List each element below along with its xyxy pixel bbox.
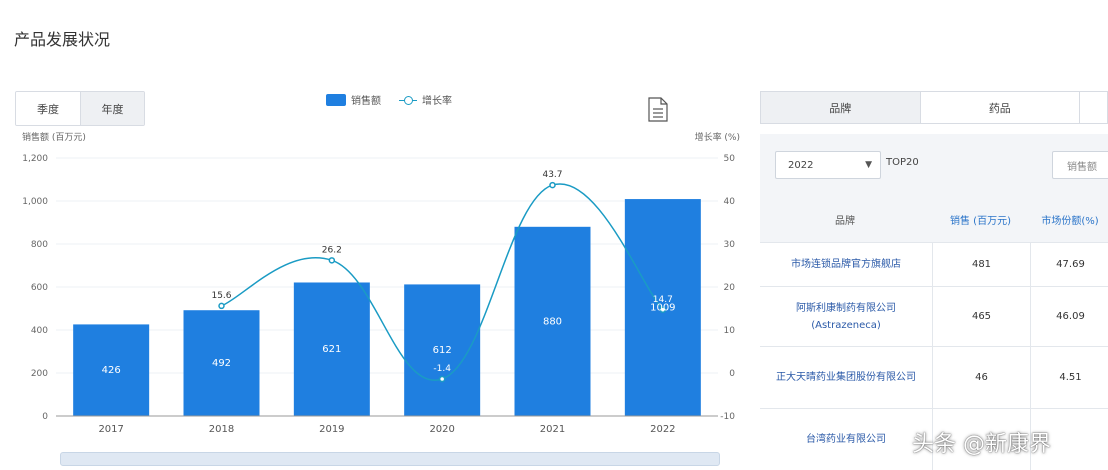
x-tick-label: 2018 [209,424,234,435]
watermark: 头条 @新康界 [912,432,1051,457]
growth-rate-line [221,183,664,382]
column-header-sales[interactable]: 销售 (百万元) [950,216,1011,227]
page-title: 产品发展状况 [14,30,111,49]
sales-cell: 46 [932,347,1030,408]
y-tick-label: 600 [31,283,48,293]
share-cell: 47.69 [1030,243,1108,286]
column-header-share[interactable]: 市场份额(%) [1041,216,1099,227]
ranking-tabs: 品牌 药品 [760,91,1108,124]
legend-line-label[interactable]: 增长率 [422,96,452,107]
y-tick-label: 1,000 [22,197,48,207]
growth-rate-point-2020 [438,375,446,383]
bar-value-label: 1009 [650,303,675,314]
period-year-button[interactable]: 年度 [80,92,144,125]
x-tick-label: 2017 [98,424,123,435]
y2-tick-label: 30 [724,240,736,250]
brand-link[interactable]: 台湾药业有限公司 [806,434,886,445]
y-axis-title: 销售额 (百万元) [22,131,86,143]
top-label: TOP20 [886,157,919,168]
growth-rate-point-2021 [549,181,556,189]
legend-bar-swatch [326,93,346,106]
x-tick-label: 2022 [650,424,675,435]
growth-rate-label: 43.7 [542,170,562,180]
chevron-down-icon: ▼ [865,160,872,170]
growth-rate-label: -1.4 [433,364,451,374]
bar-value-label: 426 [102,365,121,376]
tab-brand[interactable]: 品牌 [761,92,921,123]
y-tick-label: 200 [31,369,48,379]
growth-rate-point-2018 [218,302,225,310]
bar-value-label: 492 [212,358,231,369]
period-quarter-button[interactable]: 季度 [16,92,80,125]
table-row: 正大天晴药业集团股份有限公司 46 4.51 [760,346,1108,408]
bar-2019 [293,282,370,416]
growth-rate-label: 15.6 [211,291,231,301]
x-tick-label: 2020 [429,424,454,435]
legend-line-swatch [399,94,417,106]
y2-tick-label: 50 [724,154,736,164]
metric-select[interactable]: 销售额 [1052,151,1108,179]
bar-value-label: 621 [322,344,341,355]
brand-link[interactable]: 阿斯利康制药有限公司(Astrazeneca) [796,302,896,331]
y2-axis-title: 增长率 (%) [695,131,740,143]
sales-growth-chart: 销售额 (百万元) 增长率 (%) 426 492 621 612 880 1009 15.… [22,131,740,435]
y2-tick-label: -10 [720,412,735,422]
growth-rate-point-2022 [659,306,667,314]
y-tick-label: 1,200 [22,154,48,164]
share-cell [1030,409,1108,470]
period-toggle: 季度 年度 [15,91,145,126]
column-header-brand: 品牌 [835,216,855,227]
bar-2018 [183,310,260,416]
share-cell: 46.09 [1030,287,1108,346]
y-tick-label: 800 [31,240,48,250]
chart-legend: 销售额 增长率 [326,92,452,107]
y2-tick-label: 20 [724,283,736,293]
y2-tick-label: 0 [729,369,735,379]
data-view-icon[interactable] [648,97,668,122]
share-cell: 4.51 [1030,347,1108,408]
legend-bar-label[interactable]: 销售额 [351,96,381,107]
table-row: 市场连锁品牌官方旗舰店 481 47.69 [760,242,1108,286]
growth-rate-label: 26.2 [322,245,342,255]
chart-zoom-scrollbar[interactable] [60,452,720,466]
brand-link[interactable]: 市场连锁品牌官方旗舰店 [791,259,901,270]
metric-select-value: 销售额 [1067,161,1097,173]
y2-tick-label: 40 [724,197,736,207]
bar-2021 [514,226,591,416]
table-row: 台湾药业有限公司 [760,408,1108,470]
tab-more[interactable] [1080,92,1108,123]
sales-cell: 481 [932,243,1030,286]
year-select-value: 2022 [788,159,814,171]
y-tick-label: 400 [31,326,48,336]
bar-2020 [404,284,481,416]
growth-rate-label: 14.7 [653,295,673,305]
y2-tick-label: 10 [724,326,736,336]
growth-rate-point-2019 [328,257,336,264]
sales-cell [932,409,1030,470]
sales-cell: 465 [932,287,1030,346]
bar-value-label: 880 [543,316,562,327]
y-tick-label: 0 [42,412,48,422]
x-tick-label: 2021 [540,424,565,435]
table-row: 阿斯利康制药有限公司(Astrazeneca) 465 46.09 [760,286,1108,346]
x-tick-label: 2019 [319,424,344,435]
bar-value-label: 612 [433,345,452,356]
tab-drug[interactable]: 药品 [920,92,1081,123]
bar-2017 [73,324,150,416]
year-select[interactable]: 2022 ▼ [775,151,881,179]
brand-link[interactable]: 正大天晴药业集团股份有限公司 [776,372,916,383]
